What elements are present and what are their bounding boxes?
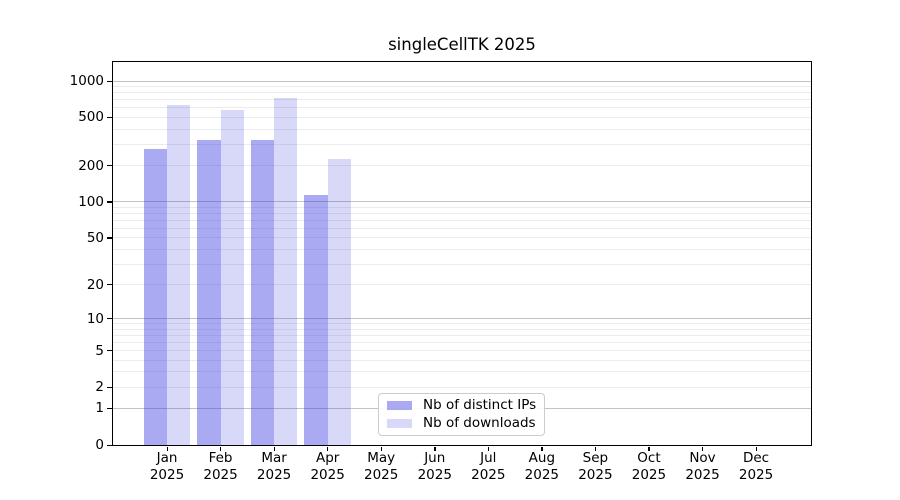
- x-tick-mark: [755, 446, 757, 451]
- x-tick-mark: [380, 446, 382, 451]
- x-axis-tick-label: Jan 2025: [149, 450, 185, 483]
- bar-distinct-ips-mar: [250, 139, 275, 445]
- x-axis-tick-label: Jul 2025: [471, 450, 506, 483]
- x-axis-tick-label: Oct 2025: [631, 450, 667, 483]
- y-axis-tick-label: 0: [95, 437, 104, 453]
- gridline-minor: [113, 219, 811, 221]
- gridline-major: [113, 201, 811, 203]
- x-axis-tick-label: Apr 2025: [310, 450, 345, 483]
- y-tick-mark: [106, 201, 112, 203]
- gridline-minor: [113, 328, 811, 330]
- x-tick-mark: [166, 446, 168, 451]
- gridline-minor: [113, 263, 811, 265]
- gridline-minor: [113, 206, 811, 208]
- y-axis-tick-label: 1: [95, 400, 104, 417]
- y-tick-mark: [106, 318, 112, 320]
- chart-title: singleCellTK 2025: [388, 35, 536, 54]
- gridline-minor: [113, 212, 811, 214]
- y-axis-tick-label: 20: [86, 276, 104, 293]
- x-tick-mark: [434, 446, 436, 451]
- gridline-minor: [113, 107, 811, 109]
- y-tick-mark: [106, 386, 112, 388]
- x-tick-mark: [541, 446, 543, 451]
- x-axis-tick-label: Mar 2025: [256, 450, 292, 483]
- gridline-minor: [113, 323, 811, 325]
- y-axis-tick-label: 200: [78, 157, 104, 174]
- x-axis-tick-label: Feb 2025: [203, 450, 238, 483]
- legend-swatch-distinct-ips: [387, 401, 412, 411]
- gridline-minor: [113, 128, 811, 130]
- legend-label: Nb of distinct IPs: [423, 397, 537, 414]
- gridline-major: [113, 80, 811, 82]
- legend-swatch-downloads: [387, 418, 412, 428]
- bar-downloads-apr: [327, 158, 351, 445]
- y-tick-mark: [106, 237, 112, 239]
- y-tick-mark: [106, 165, 112, 167]
- gridline-minor: [113, 165, 811, 167]
- y-tick-mark: [106, 407, 112, 410]
- legend-label: Nb of downloads: [423, 414, 536, 431]
- x-axis-tick-label: Aug 2025: [524, 450, 560, 483]
- gridline-minor: [113, 350, 811, 352]
- y-axis-tick-label: 2: [95, 379, 104, 396]
- y-axis-tick-label: 100: [78, 193, 104, 210]
- x-axis-tick-label: May 2025: [364, 450, 399, 483]
- x-tick-mark: [273, 446, 275, 451]
- gridline-minor: [113, 227, 811, 229]
- y-tick-mark: [106, 284, 112, 286]
- gridline-minor: [113, 386, 811, 388]
- bar-downloads-jan: [167, 104, 191, 445]
- x-tick-mark: [220, 446, 222, 451]
- y-tick-mark: [106, 80, 112, 82]
- legend: Nb of distinct IPs Nb of downloads: [378, 393, 545, 436]
- y-axis-tick-label: 10: [86, 310, 104, 327]
- y-axis-tick-label: 50: [86, 229, 104, 246]
- y-tick-mark: [106, 444, 112, 446]
- gridline-major: [113, 318, 811, 320]
- x-tick-mark: [327, 446, 329, 451]
- y-axis-tick-label: 1000: [69, 73, 104, 89]
- gridline-minor: [113, 284, 811, 286]
- bar-downloads-feb: [220, 109, 244, 445]
- bar-distinct-ips-apr: [304, 195, 328, 445]
- legend-item: Nb of distinct IPs: [387, 398, 536, 413]
- x-tick-mark: [594, 446, 597, 451]
- x-axis-tick-label: Dec 2025: [738, 450, 774, 483]
- bar-downloads-mar: [274, 97, 298, 445]
- y-axis-tick-label: 500: [78, 109, 104, 126]
- plot-area: [113, 62, 811, 445]
- gridline-minor: [113, 248, 811, 250]
- y-tick-mark: [106, 116, 112, 119]
- legend-item: Nb of downloads: [387, 414, 536, 431]
- gridline-minor: [113, 86, 811, 88]
- gridline-minor: [113, 341, 811, 343]
- gridline-minor: [113, 359, 811, 361]
- bar-distinct-ips-jan: [143, 148, 167, 445]
- gridline-minor: [113, 99, 811, 101]
- y-tick-mark: [106, 350, 112, 352]
- gridline-minor: [113, 116, 811, 118]
- x-tick-mark: [702, 446, 704, 451]
- x-axis-tick-label: Sep 2025: [578, 450, 613, 483]
- y-axis-tick-label: 5: [95, 342, 104, 359]
- x-tick-mark: [487, 446, 490, 451]
- gridline-minor: [113, 92, 811, 94]
- gridline-minor: [113, 371, 811, 373]
- bar-distinct-ips-feb: [197, 139, 221, 445]
- x-axis-tick-label: Nov 2025: [685, 450, 720, 483]
- gridline-minor: [113, 143, 811, 145]
- gridline-minor: [113, 334, 811, 336]
- gridline-minor: [113, 237, 811, 239]
- x-axis-tick-label: Jun 2025: [417, 450, 452, 483]
- x-tick-mark: [648, 446, 650, 451]
